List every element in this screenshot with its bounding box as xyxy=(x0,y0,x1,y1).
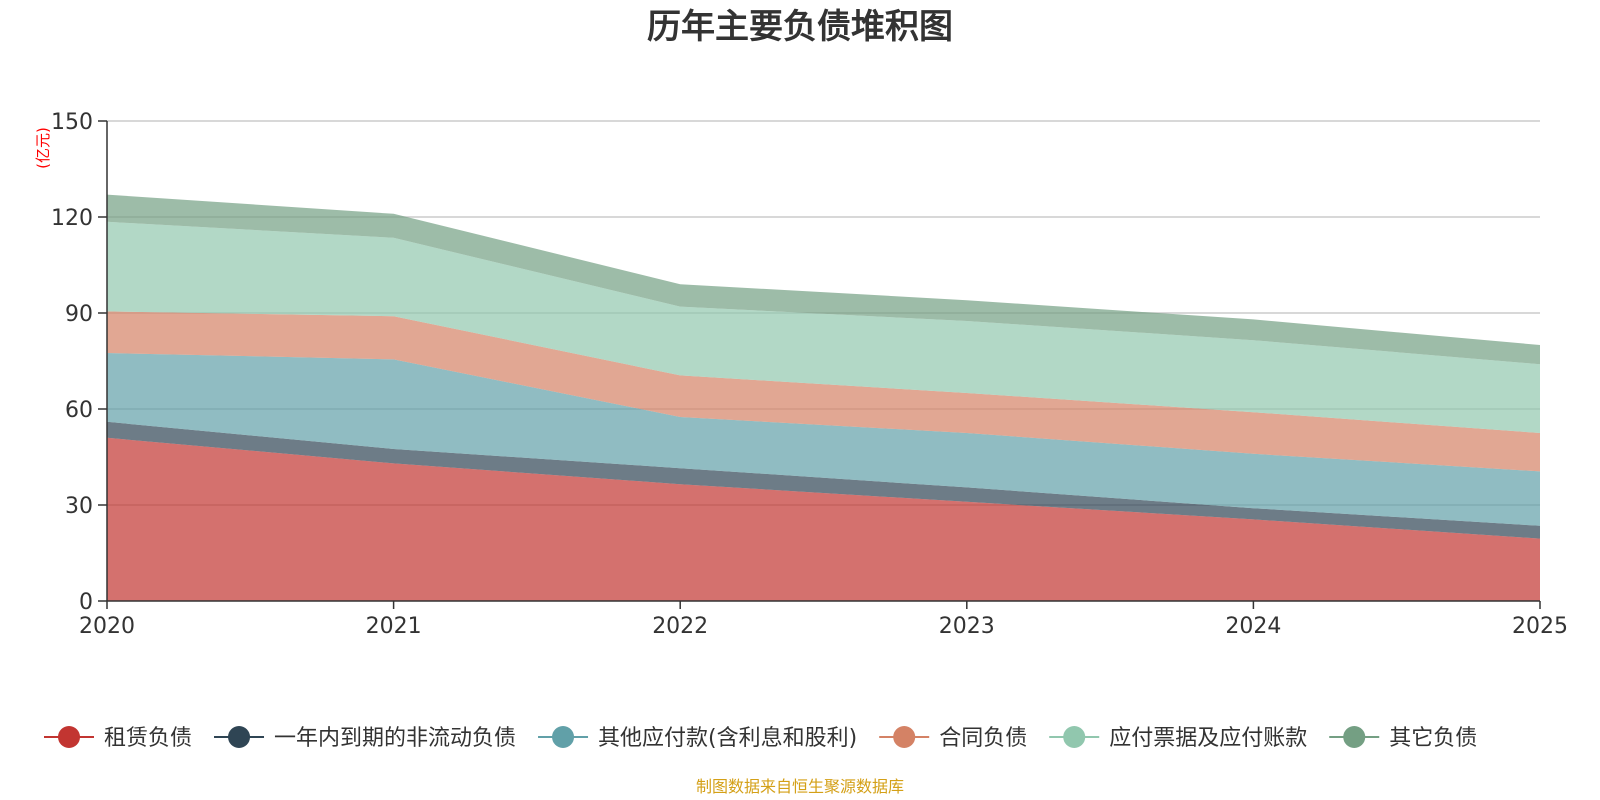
legend-marker xyxy=(1063,726,1086,748)
legend-marker xyxy=(893,726,916,748)
area-series-1 xyxy=(107,437,1540,601)
legend-marker xyxy=(228,726,251,748)
y-tick-label-60: 60 xyxy=(65,398,93,423)
legend-marker xyxy=(58,726,80,748)
area-series-6 xyxy=(107,194,1540,365)
x-tick-label-2024: 2024 xyxy=(1225,614,1281,639)
legend-item-2[interactable]: 一年内到期的非流动负债 xyxy=(214,726,516,751)
area-series-3 xyxy=(107,353,1540,526)
legend: 租赁负债 一年内到期的非流动负债 其他应付款(含利息和股利) 合同负债 应付票据及应付账… xyxy=(44,726,1477,751)
y-tick-label-0: 0 xyxy=(79,590,93,615)
chart-title: 历年主要负债堆积图 xyxy=(647,7,953,47)
source-note: 制图数据来自恒生聚源数据库 xyxy=(696,777,904,796)
legend-item-4[interactable]: 合同负债 xyxy=(879,726,1027,751)
legend-item-5[interactable]: 应付票据及应付账款 xyxy=(1049,726,1307,751)
legend-label: 应付票据及应付账款 xyxy=(1109,726,1307,751)
area-series-5 xyxy=(107,221,1540,433)
legend-label: 租赁负债 xyxy=(104,726,192,751)
legend-item-6[interactable]: 其它负债 xyxy=(1329,726,1477,751)
axes: 0 30 60 90 120 150 2020 2021 2022 2023 2024 2025 xyxy=(51,110,1568,639)
area-series-2 xyxy=(107,421,1540,539)
y-axis-unit: (亿元) xyxy=(34,127,52,169)
legend-item-3[interactable]: 其他应付款(含利息和股利) xyxy=(538,726,857,751)
x-tick-label-2023: 2023 xyxy=(939,614,995,639)
x-tick-label-2022: 2022 xyxy=(652,614,708,639)
legend-marker xyxy=(1343,726,1366,748)
x-tick-label-2021: 2021 xyxy=(366,614,422,639)
y-tick-label-150: 150 xyxy=(51,110,93,135)
x-tick-label-2020: 2020 xyxy=(79,614,135,639)
y-tick-label-90: 90 xyxy=(65,302,93,327)
area-series-4 xyxy=(107,311,1540,472)
x-tick-label-2025: 2025 xyxy=(1512,614,1568,639)
y-tick-label-30: 30 xyxy=(65,494,93,519)
legend-label: 合同负债 xyxy=(939,726,1027,751)
y-tick-label-120: 120 xyxy=(51,206,93,231)
legend-label: 一年内到期的非流动负债 xyxy=(274,726,516,751)
legend-label: 其它负债 xyxy=(1389,726,1477,751)
area-series xyxy=(107,194,1540,601)
legend-item-1[interactable]: 租赁负债 xyxy=(44,726,192,751)
legend-label: 其他应付款(含利息和股利) xyxy=(598,726,857,751)
legend-marker xyxy=(552,726,575,748)
